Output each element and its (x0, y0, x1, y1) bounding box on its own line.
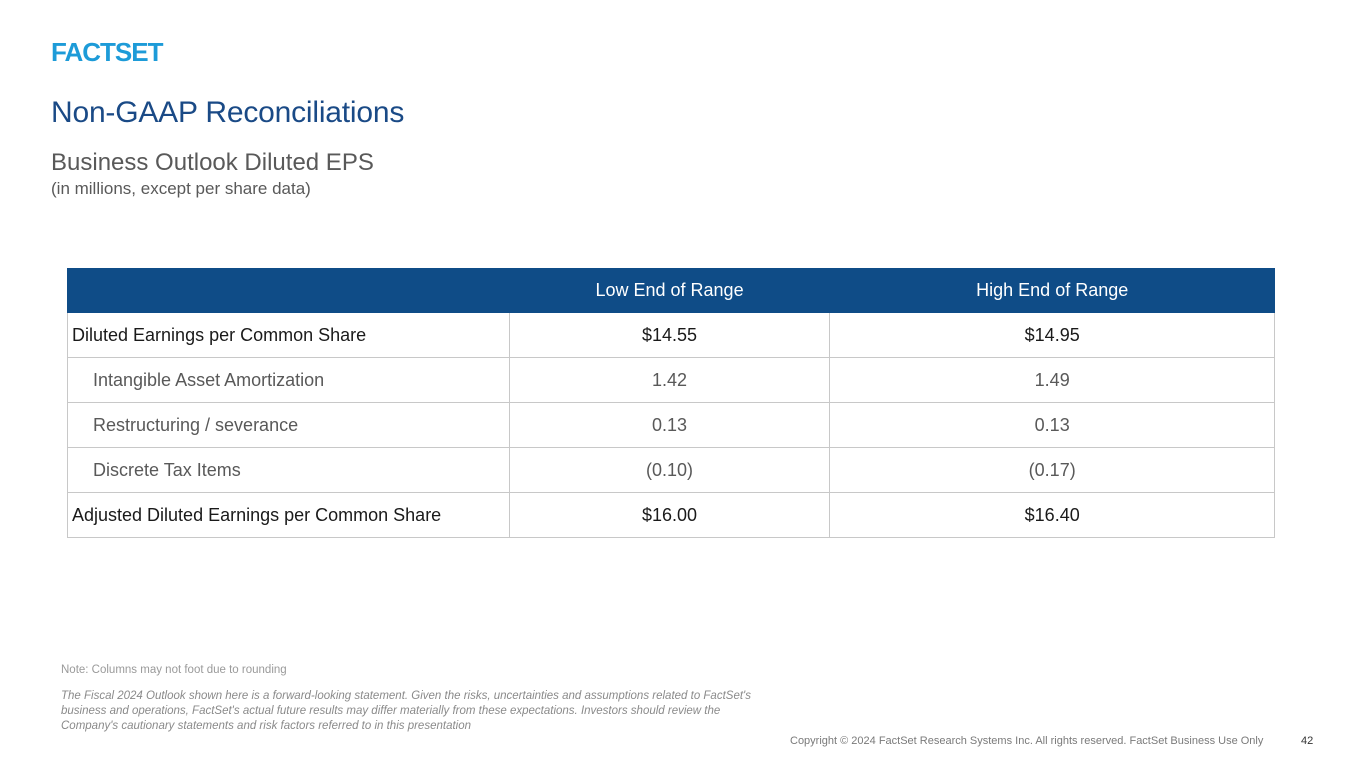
row-label: Restructuring / severance (67, 402, 510, 448)
rounding-note: Note: Columns may not foot due to roundi… (61, 664, 287, 676)
reconciliation-table: Low End of Range High End of Range Dilut… (67, 268, 1275, 538)
high-value: 0.13 (829, 402, 1275, 448)
table-row: Discrete Tax Items (0.10) (0.17) (67, 447, 1275, 493)
low-value: $16.00 (508, 492, 831, 538)
table-row: Restructuring / severance 0.13 0.13 (67, 402, 1275, 448)
low-value: $14.55 (508, 312, 831, 358)
table-row: Intangible Asset Amortization 1.42 1.49 (67, 357, 1275, 403)
low-value: 0.13 (508, 402, 831, 448)
low-value: 1.42 (508, 357, 831, 403)
column-header-low: Low End of Range (508, 268, 831, 313)
row-label: Intangible Asset Amortization (67, 357, 510, 403)
row-label: Discrete Tax Items (67, 447, 510, 493)
table-row: Diluted Earnings per Common Share $14.55… (67, 312, 1275, 358)
high-value: 1.49 (829, 357, 1275, 403)
factset-logo: FACTSET (51, 39, 171, 63)
copyright-notice: Copyright © 2024 FactSet Research System… (790, 735, 1264, 747)
slide-subtitle: Business Outlook Diluted EPS (51, 149, 374, 176)
high-value: $14.95 (829, 312, 1275, 358)
high-value: $16.40 (829, 492, 1275, 538)
table-header-row: Low End of Range High End of Range (67, 268, 1275, 313)
table-row: Adjusted Diluted Earnings per Common Sha… (67, 492, 1275, 538)
row-label: Diluted Earnings per Common Share (67, 312, 510, 358)
column-header-label (67, 268, 510, 313)
page-title: Non-GAAP Reconciliations (51, 96, 405, 129)
units-note: (in millions, except per share data) (51, 179, 311, 198)
page-number: 42 (1301, 735, 1314, 747)
forward-looking-disclaimer: The Fiscal 2024 Outlook shown here is a … (61, 690, 751, 732)
high-value: (0.17) (829, 447, 1275, 493)
row-label: Adjusted Diluted Earnings per Common Sha… (67, 492, 510, 538)
column-header-high: High End of Range (829, 268, 1275, 313)
low-value: (0.10) (508, 447, 831, 493)
svg-text:FACTSET: FACTSET (51, 39, 164, 63)
